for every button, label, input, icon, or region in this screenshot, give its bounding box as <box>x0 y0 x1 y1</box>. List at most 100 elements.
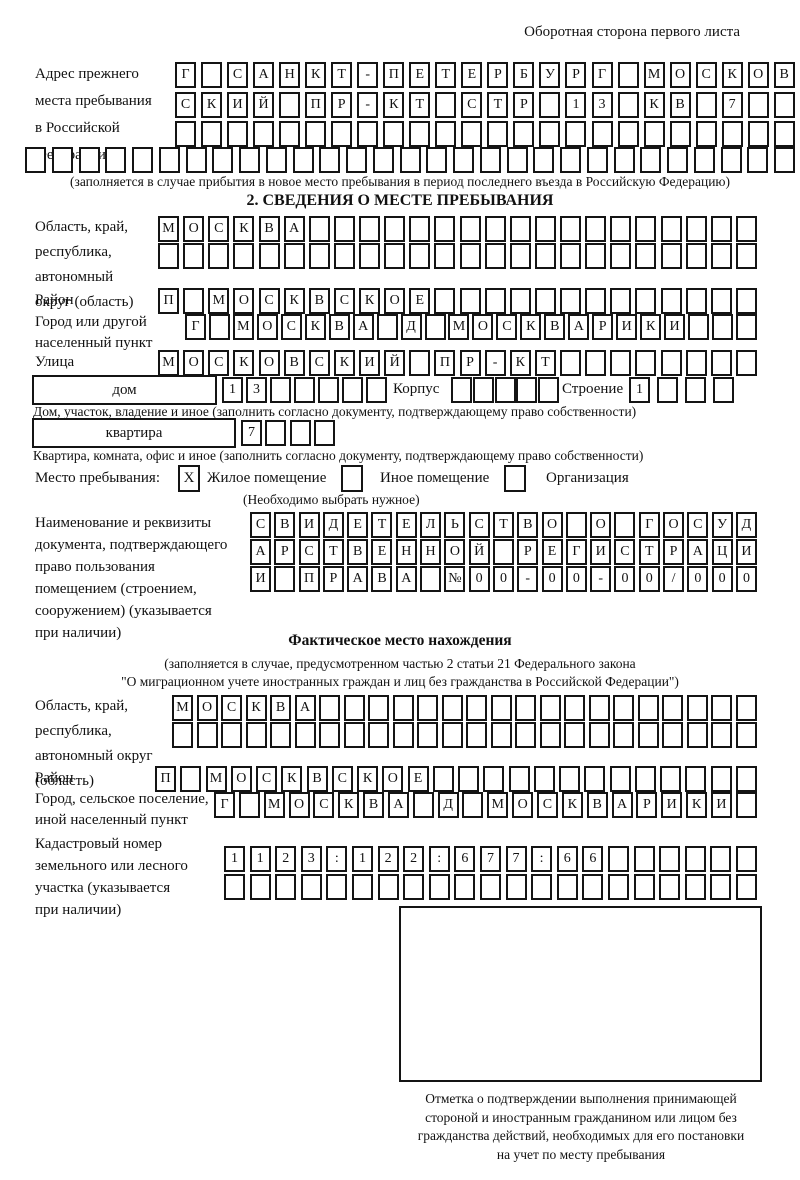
char-box[interactable]: К <box>304 314 326 340</box>
char-box[interactable]: 3 <box>591 92 613 118</box>
char-box[interactable]: К <box>640 314 662 340</box>
char-box[interactable] <box>183 243 205 269</box>
char-box[interactable]: 0 <box>711 566 733 592</box>
char-box[interactable]: О <box>183 350 205 376</box>
char-box[interactable]: Р <box>636 792 658 818</box>
char-box[interactable]: К <box>233 216 255 242</box>
char-box[interactable]: О <box>541 512 563 538</box>
char-box[interactable] <box>185 147 207 173</box>
char-box[interactable] <box>376 314 398 340</box>
char-box[interactable]: Е <box>541 539 563 565</box>
char-box[interactable] <box>435 121 457 147</box>
char-box[interactable]: К <box>509 350 531 376</box>
char-box[interactable]: 3 <box>300 846 322 872</box>
char-box[interactable]: В <box>544 314 566 340</box>
char-box[interactable] <box>659 874 681 900</box>
char-box[interactable] <box>484 243 506 269</box>
char-box[interactable] <box>711 722 733 748</box>
char-box[interactable] <box>319 147 341 173</box>
char-box[interactable]: Р <box>487 62 509 88</box>
char-box[interactable] <box>441 722 463 748</box>
char-box[interactable]: О <box>669 62 691 88</box>
char-box[interactable]: 7 <box>505 846 527 872</box>
char-box[interactable] <box>660 350 682 376</box>
char-box[interactable] <box>637 695 659 721</box>
char-box[interactable] <box>270 377 291 403</box>
char-box[interactable]: С <box>695 62 717 88</box>
char-box[interactable] <box>453 147 474 173</box>
char-box[interactable] <box>531 874 553 900</box>
char-box[interactable]: М <box>448 314 470 340</box>
char-box[interactable]: Р <box>274 539 296 565</box>
char-box[interactable] <box>172 722 193 748</box>
char-box[interactable] <box>366 377 387 403</box>
char-box[interactable]: И <box>664 314 686 340</box>
char-box[interactable]: С <box>461 92 483 118</box>
char-box[interactable] <box>710 766 732 792</box>
char-box[interactable]: К <box>333 350 355 376</box>
char-box[interactable]: С <box>175 92 196 118</box>
char-box[interactable]: Г <box>185 314 206 340</box>
char-box[interactable]: № <box>444 566 466 592</box>
char-box[interactable] <box>588 695 610 721</box>
char-box[interactable] <box>384 216 406 242</box>
char-box[interactable] <box>239 147 260 173</box>
char-box[interactable]: 1 <box>629 377 650 403</box>
char-box[interactable] <box>633 874 655 900</box>
char-box[interactable] <box>660 216 682 242</box>
char-box[interactable] <box>454 874 476 900</box>
char-box[interactable] <box>238 792 260 818</box>
char-box[interactable]: В <box>773 62 795 88</box>
char-box[interactable] <box>346 147 367 173</box>
char-box[interactable]: Е <box>347 512 369 538</box>
char-box[interactable] <box>313 420 335 446</box>
char-box[interactable] <box>539 722 561 748</box>
char-box[interactable] <box>428 874 450 900</box>
char-box[interactable] <box>343 722 365 748</box>
char-box[interactable]: 7 <box>479 846 501 872</box>
char-box[interactable] <box>51 147 73 173</box>
char-box[interactable] <box>105 147 127 173</box>
char-box[interactable] <box>492 539 514 565</box>
char-box[interactable] <box>609 766 631 792</box>
char-box[interactable]: И <box>735 539 757 565</box>
char-box[interactable]: М <box>172 695 193 721</box>
char-box[interactable] <box>319 722 341 748</box>
char-box[interactable]: : <box>326 846 348 872</box>
char-box[interactable] <box>483 766 505 792</box>
char-box[interactable] <box>610 216 632 242</box>
char-box[interactable]: - <box>517 566 539 592</box>
char-box[interactable] <box>635 243 657 269</box>
char-box[interactable]: О <box>382 766 404 792</box>
char-box[interactable]: С <box>208 216 230 242</box>
char-box[interactable]: К <box>245 695 267 721</box>
char-box[interactable] <box>233 243 255 269</box>
char-box[interactable] <box>637 722 659 748</box>
char-box[interactable]: С <box>258 288 280 314</box>
char-box[interactable] <box>685 288 707 314</box>
char-box[interactable]: 1 <box>222 377 243 403</box>
char-box[interactable]: К <box>281 766 303 792</box>
char-box[interactable]: И <box>710 792 732 818</box>
char-box[interactable] <box>384 243 406 269</box>
char-box[interactable] <box>735 722 757 748</box>
char-box[interactable] <box>695 121 717 147</box>
char-box[interactable] <box>196 722 218 748</box>
char-box[interactable]: К <box>721 62 743 88</box>
char-box[interactable]: А <box>352 314 374 340</box>
char-box[interactable]: П <box>434 350 456 376</box>
char-box[interactable]: В <box>283 350 305 376</box>
char-box[interactable]: 0 <box>565 566 587 592</box>
char-box[interactable] <box>466 722 488 748</box>
char-box[interactable] <box>710 874 732 900</box>
checkbox-residential-premises[interactable]: X <box>178 465 200 492</box>
char-box[interactable] <box>357 121 379 147</box>
char-box[interactable] <box>308 243 330 269</box>
char-box[interactable] <box>201 121 223 147</box>
char-box[interactable]: Р <box>517 539 539 565</box>
char-box[interactable]: К <box>561 792 583 818</box>
char-box[interactable] <box>403 874 425 900</box>
char-box[interactable]: К <box>357 766 378 792</box>
char-box[interactable] <box>175 121 196 147</box>
char-box[interactable]: С <box>221 695 243 721</box>
